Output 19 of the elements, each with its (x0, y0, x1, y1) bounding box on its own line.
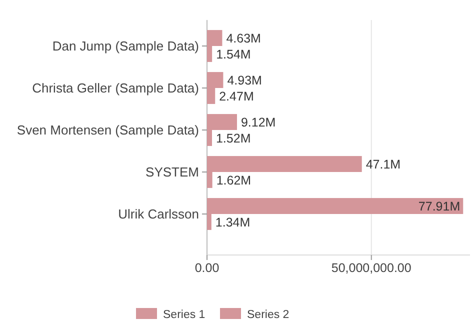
legend-label: Series 2 (247, 309, 290, 322)
data-label: 4.63M (226, 31, 261, 46)
y-tick-label: Ulrik Carlsson (118, 206, 199, 222)
data-label: 1.34M (215, 215, 250, 230)
x-tick-label: 0.00 (194, 261, 220, 275)
legend-label: Series 1 (163, 309, 206, 322)
data-label: 77.91M (418, 199, 460, 214)
x-tick-label: 50,000,000.00 (331, 261, 412, 275)
y-tick-label: Dan Jump (Sample Data) (52, 38, 199, 54)
data-label: 1.54M (216, 47, 251, 62)
data-label: 47.1M (366, 157, 401, 172)
data-label: 4.93M (227, 73, 262, 88)
data-label: 1.62M (216, 173, 252, 188)
data-label: 2.47M (219, 89, 254, 104)
data-label: 9.12M (240, 115, 276, 130)
data-label: 1.52M (216, 131, 251, 146)
y-tick-label: Christa Geller (Sample Data) (32, 80, 199, 96)
y-tick-label: SYSTEM (146, 164, 199, 180)
y-tick-label: Sven Mortensen (Sample Data) (16, 122, 199, 138)
